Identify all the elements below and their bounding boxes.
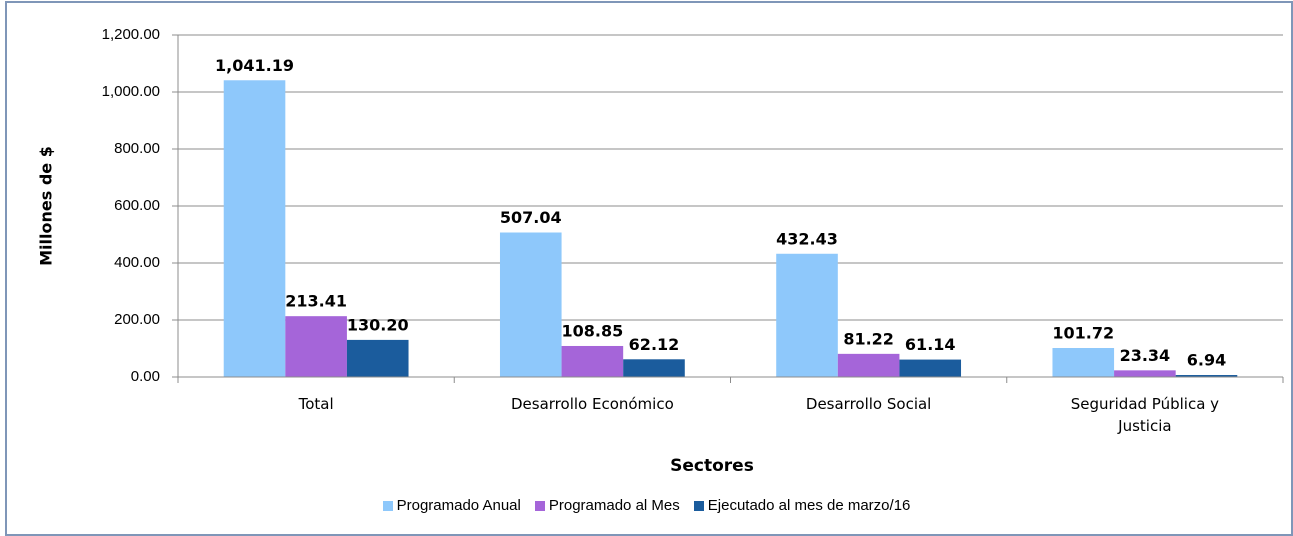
x-tick-label: Desarrollo Económico bbox=[510, 395, 674, 413]
bar bbox=[837, 353, 900, 377]
y-tick-label: 1,200.00 bbox=[102, 26, 160, 43]
value-label: 62.12 bbox=[629, 335, 680, 354]
x-tick-label-box: Seguridad Pública y Justicia bbox=[1070, 395, 1220, 435]
bar bbox=[499, 232, 562, 377]
bar bbox=[1114, 370, 1176, 377]
value-label: 213.41 bbox=[285, 292, 347, 311]
y-axis-title: Millones de $ bbox=[37, 146, 56, 266]
value-label: 1,041.19 bbox=[215, 56, 294, 75]
frame bbox=[5, 1, 1293, 536]
value-label: 61.14 bbox=[905, 335, 956, 354]
x-tick-label: Seguridad Pública y Justicia bbox=[1070, 395, 1220, 435]
value-label: 108.85 bbox=[562, 321, 624, 340]
y-tick-label: 0.00 bbox=[131, 368, 160, 385]
y-tick-label: 400.00 bbox=[114, 254, 160, 271]
y-tick-label: 200.00 bbox=[114, 311, 160, 328]
x-tick-label-box: Desarrollo Económico bbox=[510, 395, 674, 413]
bar bbox=[223, 80, 286, 377]
value-label: 130.20 bbox=[347, 315, 409, 334]
bar bbox=[899, 359, 962, 377]
legend-swatch bbox=[693, 500, 704, 511]
value-label: 81.22 bbox=[843, 329, 894, 348]
x-tick-label-box: Total bbox=[298, 395, 334, 413]
bar bbox=[561, 345, 624, 377]
value-label: 6.94 bbox=[1187, 351, 1226, 370]
x-tick-label: Total bbox=[298, 395, 334, 413]
legend-label: Programado Anual bbox=[396, 497, 521, 514]
y-tick-label: 600.00 bbox=[114, 197, 160, 214]
bar bbox=[623, 359, 685, 377]
bar bbox=[346, 339, 409, 377]
bar bbox=[1052, 348, 1115, 377]
legend-item: Programado Anual bbox=[382, 497, 521, 514]
value-label: 432.43 bbox=[776, 229, 838, 248]
legend-swatch bbox=[382, 500, 393, 511]
bar bbox=[285, 316, 347, 377]
x-tick-label: Desarrollo Social bbox=[805, 395, 932, 413]
legend-swatch bbox=[534, 500, 545, 511]
y-tick-label: 800.00 bbox=[114, 140, 160, 157]
legend: Programado Anual Programado al Mes Ejecuta… bbox=[0, 497, 1293, 514]
legend-item: Ejecutado al mes de marzo/16 bbox=[693, 497, 911, 514]
value-label: 507.04 bbox=[500, 208, 562, 227]
bar bbox=[776, 253, 838, 377]
legend-label: Programado al Mes bbox=[548, 497, 680, 514]
x-tick-label-box: Desarrollo Social bbox=[805, 395, 932, 413]
legend-label: Ejecutado al mes de marzo/16 bbox=[707, 497, 911, 514]
value-label: 101.72 bbox=[1052, 324, 1114, 343]
y-tick-label: 1,000.00 bbox=[102, 83, 160, 100]
bar bbox=[1175, 375, 1238, 377]
x-axis-title: Sectores bbox=[670, 456, 754, 476]
legend-item: Programado al Mes bbox=[534, 497, 680, 514]
value-label: 23.34 bbox=[1120, 346, 1171, 365]
